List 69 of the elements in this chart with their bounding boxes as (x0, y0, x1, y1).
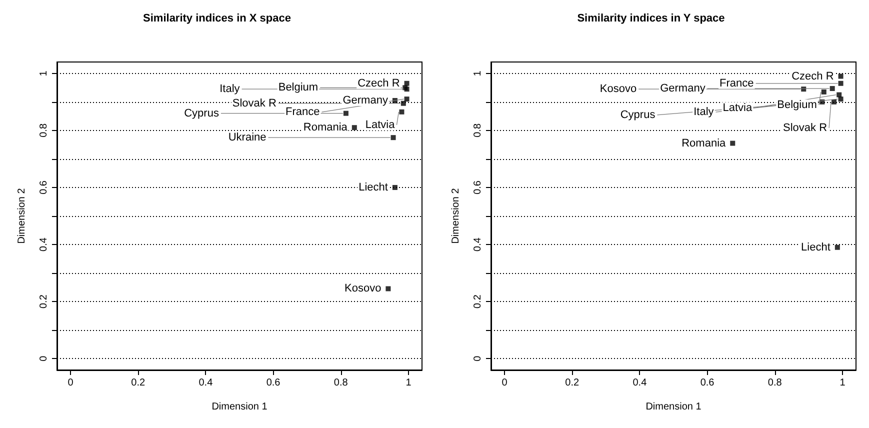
point (386, 286, 391, 292)
x-axis-title: Dimension 1 (646, 402, 702, 412)
annotation: Latvia (722, 102, 753, 114)
annotation: Kosovo (344, 282, 382, 295)
annotation: Cyprus (620, 108, 656, 121)
point (830, 86, 835, 92)
annotation: Romania (682, 137, 727, 150)
x-tick-label: 0 (68, 378, 74, 388)
annotation: Czech R (358, 77, 400, 90)
x-tick-label: 0.4 (632, 378, 648, 388)
point (390, 135, 396, 140)
y-tick-label: 0.8 (38, 123, 50, 138)
y-tick-label: 0.6 (38, 180, 50, 194)
annotation: Slovak R (232, 97, 276, 110)
point (400, 100, 406, 106)
point (399, 109, 404, 114)
x-tick-label: 0.2 (565, 378, 580, 388)
point (832, 99, 837, 104)
annotation: Ukraine (228, 132, 266, 144)
annotation: Italy (694, 106, 714, 118)
annotation: Belgium (278, 82, 318, 94)
point (834, 244, 840, 250)
y-axis-title: Dimension 2 (450, 188, 462, 244)
x-tick-label: 0.4 (198, 378, 214, 388)
x-tick-label: 0.6 (266, 378, 281, 388)
annotation: Cyprus (184, 107, 220, 120)
x-tick-label: 0.6 (700, 378, 715, 388)
x-tick-label: 1 (840, 378, 846, 388)
annotation: Liecht (801, 241, 830, 254)
point (821, 89, 826, 94)
annotation: Belgium (777, 98, 817, 111)
y-tick-label: 0.6 (472, 180, 484, 194)
x-tick-label: 1 (406, 378, 412, 388)
y-tick-label: 0 (38, 355, 50, 362)
y-tick-label: 1 (38, 70, 50, 76)
y-tick-label: 1 (472, 70, 484, 76)
x-tick-label: 0.8 (334, 378, 348, 388)
point (838, 96, 844, 102)
point (352, 125, 357, 130)
annotation: Latvia (365, 118, 396, 131)
y-axis-title: Dimension 2 (16, 188, 28, 244)
annotation: Czech R (792, 70, 834, 82)
point (838, 74, 844, 79)
annotation: Slovak R (783, 122, 828, 134)
x-tick-label: 0 (502, 378, 508, 388)
chart-title: Similarity indices in X space (143, 12, 291, 24)
annotation: Kosovo (600, 83, 637, 96)
x-tick-label: 0.2 (131, 378, 146, 388)
annotation: Germany (342, 94, 388, 106)
annotation: Germany (660, 82, 706, 95)
y-tick-label: 0.4 (38, 237, 50, 252)
point (343, 110, 348, 116)
annotation: France (286, 106, 320, 118)
point (404, 96, 410, 102)
y-tick-label: 0.2 (472, 294, 484, 309)
chart-title: Similarity indices in Y space (577, 12, 725, 24)
annotation: Romania (303, 122, 348, 134)
y-tick-label: 0 (472, 355, 484, 362)
annotation: Liecht (358, 181, 388, 194)
y-tick-label: 0.2 (38, 294, 50, 309)
x-tick-label: 0.8 (768, 378, 782, 388)
annotation: France (720, 77, 754, 90)
point (838, 80, 844, 86)
point (730, 140, 736, 146)
y-tick-label: 0.8 (472, 123, 484, 138)
point (392, 184, 398, 190)
x-axis-title: Dimension 1 (212, 402, 268, 412)
y-tick-label: 0.4 (472, 237, 484, 252)
annotation: Italy (220, 83, 240, 96)
